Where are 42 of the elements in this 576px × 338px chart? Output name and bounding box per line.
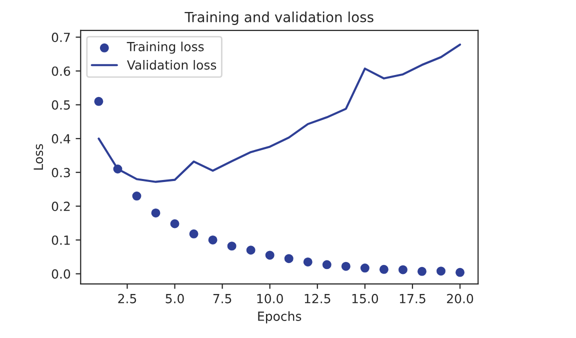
chart-title: Training and validation loss [184, 12, 374, 25]
legend-label: Training loss [126, 42, 204, 54]
y-tick-label: 0.7 [52, 32, 70, 42]
point [417, 266, 426, 276]
point [322, 260, 332, 270]
point [456, 268, 465, 277]
point [265, 250, 274, 260]
point [189, 229, 198, 238]
point [208, 235, 218, 244]
y-axis-title: Loss [34, 144, 44, 170]
point [94, 96, 104, 106]
x-tick-label: 12.5 [304, 294, 330, 304]
point [360, 264, 370, 273]
y-tick-label: 0.5 [52, 100, 70, 110]
x-tick-label: 10.0 [257, 294, 283, 304]
point [398, 265, 408, 274]
point [151, 208, 160, 218]
x-tick-label: 17.5 [400, 294, 426, 304]
y-tick-label: 0.6 [52, 66, 70, 76]
point [379, 264, 388, 274]
legend-label: Validation loss [126, 60, 216, 70]
point [113, 164, 122, 174]
point [227, 242, 236, 251]
line-series [98, 44, 462, 183]
x-tick-label: 5.0 [166, 294, 184, 304]
point [284, 254, 294, 264]
x-tick-label: 20.0 [447, 294, 474, 304]
x-tick-label: 7.5 [213, 294, 232, 304]
y-tick-label: 0.2 [52, 202, 70, 212]
x-tick-label: 2.5 [118, 294, 136, 304]
y-tick-label: 0.1 [52, 235, 70, 245]
y-tick-label: 0.0 [52, 269, 70, 279]
point [303, 257, 312, 266]
x-tick-label: 15.0 [352, 294, 378, 304]
point [170, 219, 180, 228]
point [436, 266, 446, 276]
x-axis-title: Epochs [258, 311, 302, 324]
y-tick-label: 0.4 [52, 134, 70, 144]
point [132, 192, 142, 201]
point [341, 262, 350, 271]
y-tick-label: 0.3 [52, 168, 70, 178]
point [246, 246, 256, 255]
